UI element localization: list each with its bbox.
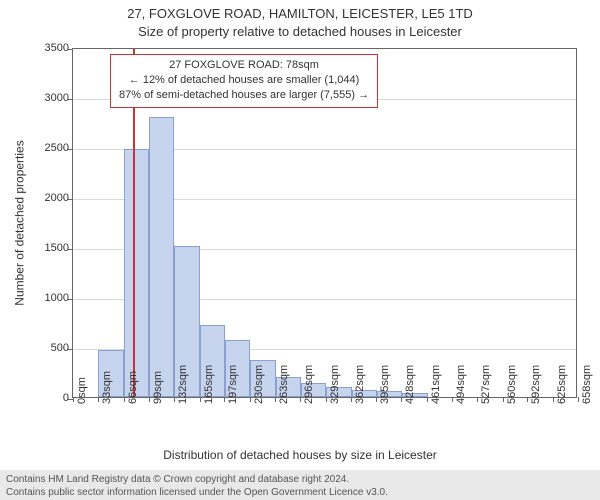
x-tick-label: 625sqm <box>556 365 568 404</box>
callout-line1: 27 FOXGLOVE ROAD: 78sqm <box>119 58 369 73</box>
x-tick-mark <box>452 397 453 402</box>
x-tick-label: 329sqm <box>329 365 341 404</box>
x-tick-label: 658sqm <box>581 365 593 404</box>
y-axis-label: Number of detached properties <box>12 48 28 398</box>
y-tick-label: 2500 <box>29 142 69 154</box>
footer: Contains HM Land Registry data © Crown c… <box>0 470 600 500</box>
y-tick-label: 3000 <box>29 92 69 104</box>
x-tick-mark <box>250 397 251 402</box>
x-tick-label: 197sqm <box>227 365 239 404</box>
footer-line2: Contains public sector information licen… <box>6 486 594 499</box>
x-tick-label: 66sqm <box>127 371 139 404</box>
x-tick-label: 395sqm <box>379 365 391 404</box>
x-tick-mark <box>351 397 352 402</box>
x-tick-mark <box>427 397 428 402</box>
x-tick-label: 428sqm <box>404 365 416 404</box>
x-tick-mark <box>98 397 99 402</box>
x-tick-label: 0sqm <box>76 377 88 404</box>
x-tick-label: 165sqm <box>203 365 215 404</box>
callout-line2: ← 12% of detached houses are smaller (1,… <box>119 73 369 88</box>
page-title-line1: 27, FOXGLOVE ROAD, HAMILTON, LEICESTER, … <box>0 6 600 21</box>
x-tick-label: 494sqm <box>455 365 467 404</box>
y-tick-label: 0 <box>29 392 69 404</box>
x-tick-label: 296sqm <box>303 365 315 404</box>
x-tick-mark <box>553 397 554 402</box>
footer-line1: Contains HM Land Registry data © Crown c… <box>6 473 594 486</box>
x-tick-mark <box>503 397 504 402</box>
x-tick-mark <box>300 397 301 402</box>
callout-line3: 87% of semi-detached houses are larger (… <box>119 88 369 103</box>
x-tick-label: 592sqm <box>530 365 542 404</box>
x-tick-label: 132sqm <box>177 365 189 404</box>
y-tick-label: 2000 <box>29 192 69 204</box>
x-tick-mark <box>326 397 327 402</box>
x-tick-label: 527sqm <box>480 365 492 404</box>
x-tick-label: 461sqm <box>430 365 442 404</box>
callout-info-box: 27 FOXGLOVE ROAD: 78sqm ← 12% of detache… <box>110 54 378 108</box>
histogram-bar <box>124 149 149 397</box>
x-tick-mark <box>477 397 478 402</box>
x-tick-mark <box>224 397 225 402</box>
y-tick-label: 1500 <box>29 242 69 254</box>
x-tick-mark <box>174 397 175 402</box>
x-tick-mark <box>275 397 276 402</box>
x-tick-mark <box>73 397 74 402</box>
x-tick-mark <box>200 397 201 402</box>
x-tick-label: 230sqm <box>253 365 265 404</box>
x-tick-label: 263sqm <box>278 365 290 404</box>
x-tick-mark <box>527 397 528 402</box>
x-tick-mark <box>578 397 579 402</box>
x-tick-mark <box>401 397 402 402</box>
y-tick-label: 1000 <box>29 292 69 304</box>
x-axis-label: Distribution of detached houses by size … <box>0 448 600 462</box>
x-tick-mark <box>124 397 125 402</box>
page-title-line2: Size of property relative to detached ho… <box>0 24 600 39</box>
x-tick-label: 362sqm <box>354 365 366 404</box>
x-tick-mark <box>149 397 150 402</box>
x-tick-label: 99sqm <box>152 371 164 404</box>
x-tick-mark <box>376 397 377 402</box>
x-tick-label: 33sqm <box>101 371 113 404</box>
y-tick-label: 3500 <box>29 42 69 54</box>
histogram-bar <box>149 117 174 397</box>
y-tick-label: 500 <box>29 342 69 354</box>
x-tick-label: 560sqm <box>506 365 518 404</box>
